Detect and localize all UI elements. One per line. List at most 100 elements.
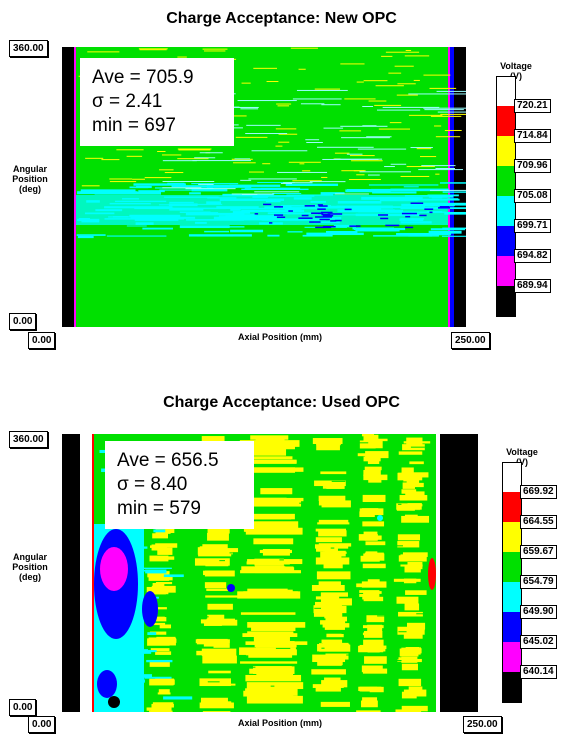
heatmap-streak [130, 535, 142, 538]
colorbar-tick-label: 659.67 [520, 545, 557, 559]
heatmap-streak [159, 624, 172, 629]
heatmap-streak [196, 650, 231, 656]
heatmap-streak [340, 125, 388, 127]
heatmap-streak [77, 235, 94, 239]
heatmap-streak [408, 686, 423, 693]
heatmap-speck [219, 560, 225, 562]
heatmap-streak [177, 56, 187, 58]
heatmap-streak [204, 582, 227, 589]
heatmap-streak [413, 79, 420, 81]
heatmap-speck [439, 206, 450, 208]
heatmap-streak [189, 192, 201, 195]
heatmap-streak [208, 670, 231, 674]
colorbar-swatch [496, 166, 516, 196]
heatmap-speck [396, 481, 407, 483]
x-axis-label: Axial Position (mm) [237, 332, 322, 342]
heatmap-streak [123, 699, 142, 703]
heatmap-streak [364, 656, 387, 664]
heatmap-streak [306, 141, 323, 143]
chart-panel-new-opc: Charge Acceptance: New OPC 360.00 0.00 0… [0, 0, 563, 367]
heatmap-right-edge [454, 47, 466, 327]
chart-title: Charge Acceptance: New OPC [166, 10, 397, 27]
heatmap-streak [402, 557, 415, 562]
heatmap-streak [245, 133, 288, 135]
heatmap-streak [398, 678, 422, 687]
heatmap-streak [250, 500, 302, 507]
heatmap-streak [320, 471, 347, 475]
heatmap-streak [396, 232, 451, 236]
heatmap-streak [101, 655, 122, 659]
heatmap-streak [205, 561, 229, 567]
heatmap-streak [231, 193, 275, 195]
heatmap-streak [398, 451, 423, 455]
colorbar-title: Voltage (V) [506, 447, 538, 467]
heatmap-streak [363, 456, 381, 462]
heatmap-streak [138, 48, 168, 50]
heatmap-streak [326, 483, 345, 489]
heatmap-streak [162, 154, 182, 156]
heatmap-streak [396, 506, 421, 511]
heatmap-streak [243, 690, 294, 697]
heatmap-streak [399, 648, 419, 657]
heatmap-streak [300, 103, 325, 105]
heatmap-streak [401, 489, 417, 494]
heatmap-streak [324, 677, 341, 682]
heatmap-streak [87, 51, 120, 53]
heatmap-streak [192, 160, 251, 162]
heatmap-streak [359, 590, 380, 597]
heatmap-streak [404, 603, 420, 611]
colorbar-tick-label: 664.55 [520, 515, 557, 529]
heatmap-streak [235, 136, 268, 138]
colorbar-swatch [502, 522, 522, 552]
colorbar-tick-label: 645.02 [520, 635, 557, 649]
heatmap-streak [368, 100, 387, 102]
heatmap-streak [381, 55, 393, 57]
heatmap-streak [361, 700, 378, 708]
heatmap-streak [315, 686, 341, 692]
heatmap-streak [361, 581, 387, 588]
heatmap-streak [136, 185, 152, 189]
heatmap-speck [276, 216, 286, 219]
heatmap-streak [251, 515, 292, 520]
colorbar-tick-label: 705.08 [514, 189, 551, 203]
heatmap-streak [283, 182, 313, 184]
colorbar-tick-label: 699.71 [514, 219, 551, 233]
heatmap-streak [146, 707, 172, 711]
heatmap-streak [241, 82, 251, 84]
heatmap-streak [163, 574, 184, 578]
heatmap-speck [291, 665, 298, 667]
stat-sigma: σ = 2.41 [92, 91, 163, 112]
heatmap-streak [434, 125, 442, 127]
heatmap-speck [341, 696, 350, 698]
heatmap-streak [292, 180, 322, 182]
heatmap-speck [414, 509, 425, 511]
colorbar-tick-label: 714.84 [514, 129, 551, 143]
heatmap-streak [296, 89, 348, 91]
heatmap-streak [404, 482, 424, 488]
heatmap-streak [126, 225, 147, 227]
heatmap-speck [378, 214, 389, 216]
heatmap-streak [194, 157, 216, 159]
heatmap-streak [150, 622, 166, 626]
heatmap-streak [277, 105, 290, 107]
y-axis-label: Angular Position (deg) [12, 552, 48, 582]
heatmap-speck [416, 548, 428, 550]
heatmap-edge-stripe [74, 47, 76, 327]
heatmap-streak [142, 567, 172, 570]
heatmap-streak [323, 127, 344, 129]
heatmap-streak [287, 231, 303, 233]
heatmap-speck [322, 215, 334, 217]
heatmap-streak [202, 544, 228, 551]
heatmap-streak [99, 703, 113, 708]
heatmap-streak [247, 622, 306, 628]
heatmap-speck [385, 224, 400, 227]
heatmap-speck [429, 211, 433, 214]
heatmap-streak [248, 178, 297, 180]
heatmap-streak [209, 106, 259, 108]
heatmap-streak [309, 181, 346, 183]
heatmap-streak [255, 435, 285, 441]
heatmap-speck [401, 212, 417, 215]
heatmap-streak [206, 618, 236, 622]
heatmap-streak [262, 163, 271, 165]
heatmap-streak [152, 582, 165, 588]
